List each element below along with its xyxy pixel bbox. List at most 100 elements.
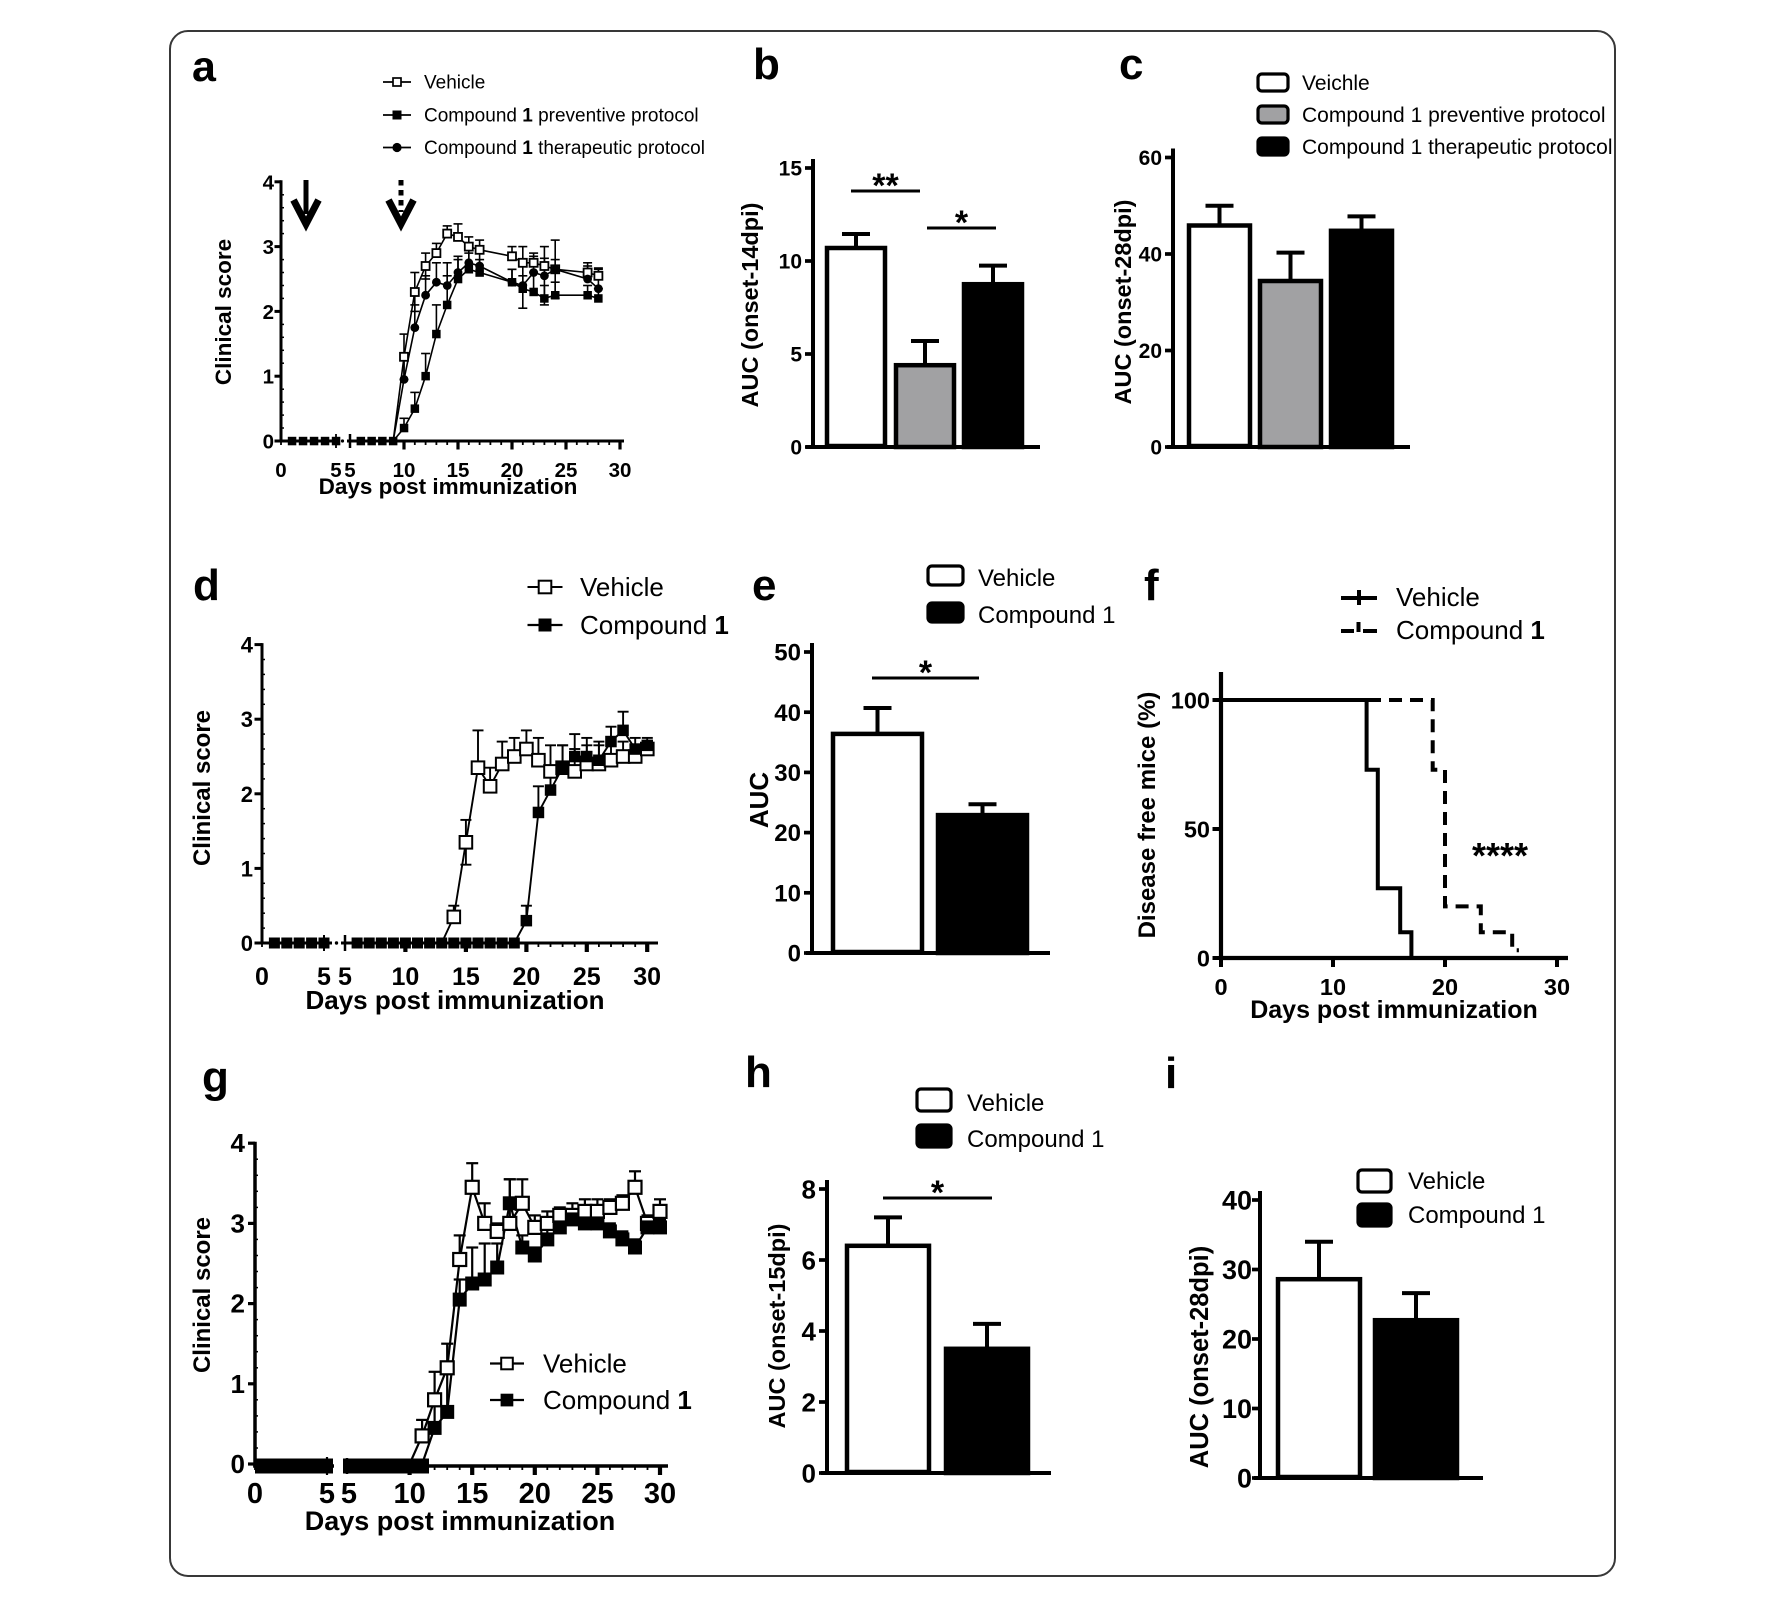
- svg-text:****: ****: [1472, 835, 1528, 876]
- svg-text:5: 5: [317, 963, 331, 991]
- svg-text:15: 15: [779, 158, 803, 181]
- svg-text:30: 30: [633, 963, 661, 991]
- svg-text:20: 20: [1139, 340, 1162, 363]
- svg-text:25: 25: [573, 963, 601, 991]
- svg-text:Vehicle: Vehicle: [580, 572, 664, 602]
- svg-text:0: 0: [263, 431, 274, 454]
- svg-text:20: 20: [519, 1478, 551, 1510]
- svg-text:30: 30: [609, 459, 632, 482]
- svg-text:AUC (onset-14dpi): AUC (onset-14dpi): [737, 203, 763, 408]
- svg-text:0: 0: [247, 1478, 263, 1510]
- svg-text:1: 1: [231, 1369, 245, 1399]
- svg-text:0: 0: [1214, 974, 1227, 1000]
- svg-text:Compound 1: Compound 1: [967, 1126, 1104, 1153]
- svg-text:Vehicle: Vehicle: [978, 565, 1055, 592]
- svg-text:5: 5: [344, 459, 355, 482]
- svg-text:4: 4: [263, 171, 275, 194]
- svg-text:25: 25: [581, 1478, 613, 1510]
- svg-text:40: 40: [1222, 1186, 1252, 1216]
- svg-text:1: 1: [263, 366, 274, 389]
- svg-text:4: 4: [241, 633, 254, 658]
- svg-text:*: *: [919, 654, 933, 692]
- svg-text:d: d: [193, 561, 220, 610]
- svg-text:i: i: [1165, 1049, 1177, 1098]
- svg-text:Vehicle: Vehicle: [967, 1090, 1044, 1117]
- svg-text:20: 20: [1432, 974, 1458, 1000]
- svg-text:40: 40: [774, 700, 801, 727]
- svg-text:Compound 1 therapeutic protoco: Compound 1 therapeutic protocol: [1302, 136, 1613, 159]
- svg-text:Clinical score: Clinical score: [189, 710, 216, 866]
- svg-text:AUC (onset-28dpi): AUC (onset-28dpi): [1110, 200, 1136, 405]
- svg-text:30: 30: [774, 760, 801, 787]
- svg-text:f: f: [1144, 561, 1159, 610]
- svg-text:20: 20: [512, 963, 540, 991]
- svg-text:Vehicle: Vehicle: [1396, 582, 1480, 612]
- svg-text:2: 2: [263, 301, 274, 324]
- svg-text:10: 10: [1222, 1394, 1252, 1424]
- svg-text:2: 2: [241, 782, 253, 807]
- svg-text:20: 20: [1222, 1325, 1252, 1355]
- svg-text:20: 20: [501, 459, 524, 482]
- svg-text:AUC (onset-15dpi): AUC (onset-15dpi): [764, 1224, 790, 1429]
- svg-text:3: 3: [231, 1208, 245, 1238]
- svg-text:4: 4: [231, 1128, 246, 1158]
- svg-text:Disease free mice (%): Disease free mice (%): [1134, 692, 1161, 939]
- svg-text:3: 3: [241, 707, 253, 732]
- svg-text:50: 50: [1184, 817, 1210, 843]
- svg-text:Clinical score: Clinical score: [211, 239, 236, 385]
- svg-text:10: 10: [391, 963, 419, 991]
- svg-text:10: 10: [774, 880, 801, 907]
- svg-text:20: 20: [774, 820, 801, 847]
- svg-text:Days post immunization: Days post immunization: [305, 1506, 616, 1536]
- svg-text:Veichle: Veichle: [1302, 72, 1370, 95]
- svg-text:5: 5: [330, 459, 341, 482]
- svg-text:0: 0: [802, 1458, 816, 1488]
- svg-text:50: 50: [774, 640, 801, 667]
- svg-text:30: 30: [644, 1478, 676, 1510]
- svg-text:6: 6: [802, 1245, 816, 1275]
- svg-text:Days post immunization: Days post immunization: [305, 985, 604, 1015]
- svg-text:8: 8: [802, 1174, 816, 1204]
- svg-text:0: 0: [1237, 1464, 1252, 1494]
- svg-text:2: 2: [802, 1387, 816, 1417]
- svg-text:4: 4: [802, 1316, 817, 1346]
- svg-text:0: 0: [231, 1449, 245, 1479]
- svg-text:30: 30: [1222, 1255, 1252, 1285]
- svg-text:Days post immunization: Days post immunization: [319, 474, 578, 499]
- svg-text:Vehicle: Vehicle: [1408, 1168, 1485, 1195]
- svg-text:0: 0: [275, 459, 286, 482]
- svg-text:e: e: [752, 561, 776, 610]
- svg-text:0: 0: [255, 963, 269, 991]
- svg-text:*: *: [955, 204, 969, 242]
- svg-text:25: 25: [555, 459, 578, 482]
- svg-text:AUC (onset-28dpi): AUC (onset-28dpi): [1186, 1246, 1214, 1468]
- svg-text:0: 0: [788, 941, 801, 968]
- svg-text:5: 5: [338, 963, 352, 991]
- svg-text:10: 10: [779, 251, 802, 274]
- svg-text:1: 1: [241, 856, 253, 881]
- svg-text:40: 40: [1139, 244, 1162, 267]
- svg-text:60: 60: [1139, 147, 1162, 170]
- svg-text:5: 5: [790, 344, 802, 367]
- svg-text:Vehicle: Vehicle: [424, 73, 485, 94]
- svg-text:100: 100: [1171, 688, 1210, 714]
- svg-text:30: 30: [1544, 974, 1570, 1000]
- svg-text:0: 0: [790, 437, 802, 460]
- svg-text:Compound 1 preventive protocol: Compound 1 preventive protocol: [1302, 104, 1606, 127]
- svg-text:3: 3: [263, 236, 274, 259]
- svg-text:a: a: [192, 43, 217, 91]
- svg-text:h: h: [745, 1048, 772, 1097]
- svg-text:Compound 1: Compound 1: [1408, 1202, 1545, 1229]
- svg-text:AUC: AUC: [744, 772, 774, 829]
- svg-text:15: 15: [447, 459, 470, 482]
- svg-text:*: *: [931, 1174, 945, 1212]
- svg-text:5: 5: [319, 1478, 335, 1510]
- svg-text:2: 2: [231, 1289, 245, 1319]
- svg-text:10: 10: [393, 1478, 425, 1510]
- svg-text:15: 15: [452, 963, 480, 991]
- svg-text:b: b: [753, 40, 780, 89]
- svg-text:15: 15: [456, 1478, 488, 1510]
- svg-text:5: 5: [341, 1478, 357, 1510]
- svg-text:Days post immunization: Days post immunization: [1250, 996, 1538, 1024]
- svg-text:Vehicle: Vehicle: [543, 1349, 627, 1379]
